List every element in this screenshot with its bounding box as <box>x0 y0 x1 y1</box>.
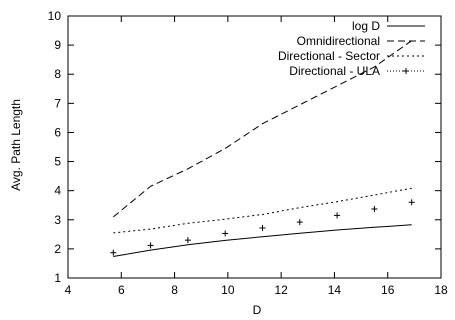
series-directional-ula <box>110 199 415 256</box>
y-tick-label: 8 <box>54 67 61 81</box>
y-axis-label: Avg. Path Length <box>9 99 23 191</box>
series-line <box>112 40 412 218</box>
x-tick-label: 12 <box>274 283 288 297</box>
series-layer <box>110 40 415 257</box>
y-tick-label: 7 <box>54 96 61 110</box>
data-point <box>371 206 378 213</box>
y-tick-label: 5 <box>54 155 61 169</box>
legend-label: Directional - ULA <box>289 64 380 78</box>
data-point <box>296 219 303 226</box>
legend-label: log D <box>352 19 380 33</box>
legend-entry: Directional - ULA <box>289 64 425 78</box>
y-axis-ticks: 1 2 3 4 5 6 7 8 9 10 <box>48 9 441 285</box>
y-tick-label: 2 <box>54 242 61 256</box>
y-tick-label: 9 <box>54 38 61 52</box>
x-axis-ticks: 4 6 8 10 12 14 16 18 <box>65 16 448 297</box>
y-tick-label: 6 <box>54 125 61 139</box>
series-line <box>113 187 412 234</box>
legend-entry: Directional - Sector <box>278 49 425 63</box>
data-point <box>222 230 229 237</box>
data-point <box>259 224 266 231</box>
data-point <box>110 249 117 256</box>
legend-entry: Omnidirectional <box>297 34 425 48</box>
series-omnidirectional <box>112 40 412 218</box>
legend-entry: log D <box>352 19 425 33</box>
data-point <box>184 237 191 244</box>
y-tick-label: 4 <box>54 184 61 198</box>
x-tick-label: 6 <box>118 283 125 297</box>
x-tick-label: 18 <box>434 283 448 297</box>
data-point <box>408 199 415 206</box>
data-point <box>147 242 154 249</box>
legend-label: Directional - Sector <box>278 49 380 63</box>
y-tick-label: 3 <box>54 213 61 227</box>
y-tick-label: 10 <box>48 9 62 23</box>
x-tick-label: 14 <box>328 283 342 297</box>
x-tick-label: 4 <box>65 283 72 297</box>
series-log-d <box>113 224 412 257</box>
series-line <box>113 224 412 257</box>
plot-frame <box>67 15 442 279</box>
x-tick-label: 10 <box>221 283 235 297</box>
series-directional-sector <box>113 187 412 234</box>
legend-marker <box>403 68 409 74</box>
x-tick-label: 8 <box>171 283 178 297</box>
x-tick-label: 16 <box>381 283 395 297</box>
data-point <box>334 212 341 219</box>
x-axis-label: D <box>253 303 262 317</box>
y-tick-label: 1 <box>54 271 61 285</box>
plot-border <box>67 15 442 279</box>
legend-label: Omnidirectional <box>297 34 380 48</box>
